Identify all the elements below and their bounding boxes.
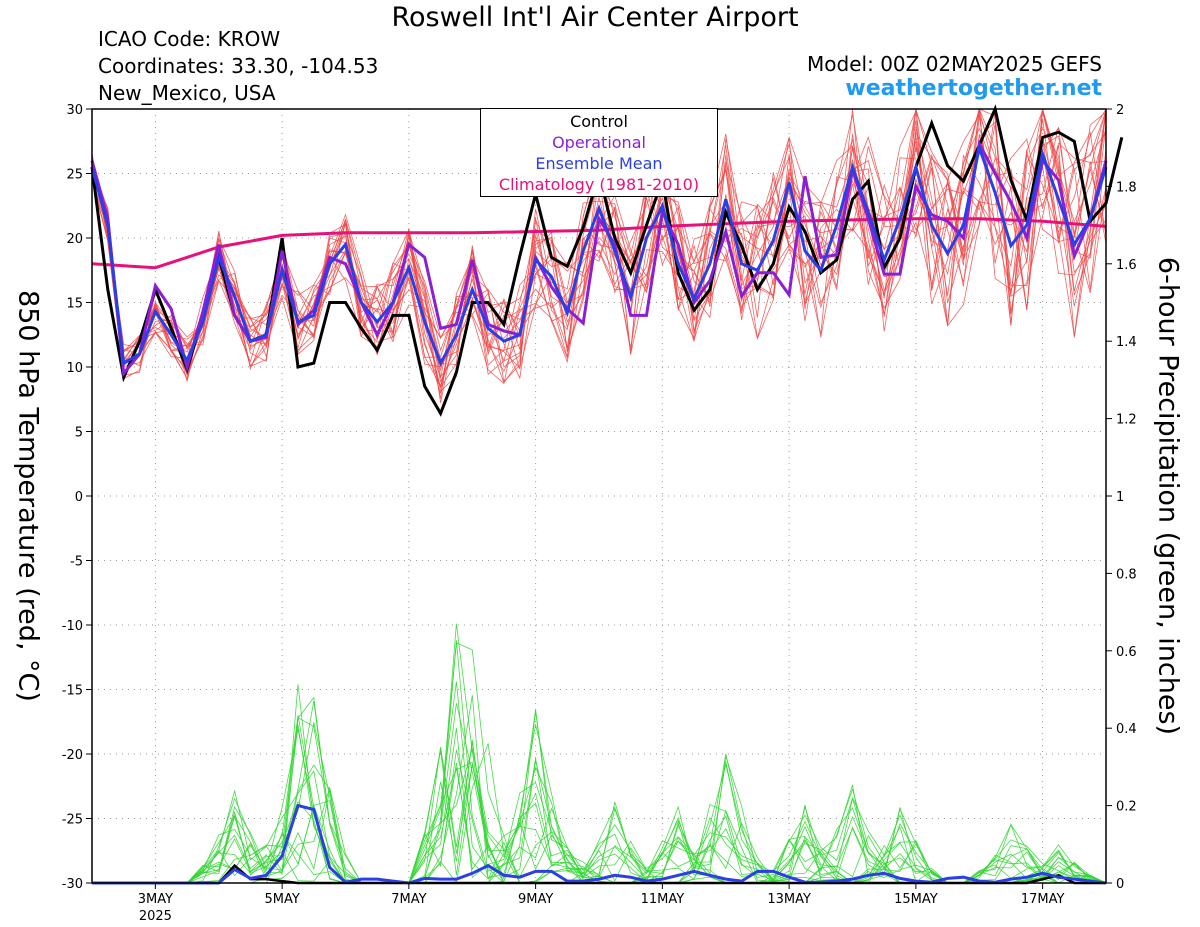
right-tick-label: 2 [1116, 103, 1124, 118]
mean-precip-line [92, 803, 1107, 885]
right-axis-label: 6-hour Precipitation (green, inches) [1152, 256, 1184, 736]
temperature-member-line [91, 108, 1107, 384]
temperature-member-line [91, 108, 1107, 385]
temperature-member-line [91, 108, 1107, 372]
precipitation-member-line [92, 681, 1107, 884]
temperature-member-line [91, 108, 1107, 375]
left-tick-label: -10 [62, 619, 83, 634]
left-tick-label: 25 [66, 168, 83, 183]
temperature-member-line [91, 109, 1107, 368]
axis-ticks: 302520151050-5-10-15-20-25-3021.81.61.41… [62, 103, 1137, 924]
right-tick-label: 0.6 [1116, 645, 1137, 660]
precipitation-member-line [92, 743, 1106, 884]
left-tick-label: -30 [62, 877, 83, 892]
right-tick-label: 1.8 [1116, 180, 1137, 195]
x-tick-label: 13MAY [767, 892, 811, 907]
x-tick-label: 9MAY [518, 892, 553, 907]
left-tick-label: 20 [66, 232, 83, 247]
region: New_Mexico, USA [98, 81, 276, 105]
mean-temp-line [90, 142, 1108, 367]
right-tick-label: 1 [1116, 490, 1124, 505]
precipitation-member-line [92, 742, 1106, 884]
site-link[interactable]: weathertogether.net [845, 76, 1102, 101]
legend-climatology: Climatology (1981-2010) [498, 175, 700, 194]
temperature-member-line [91, 108, 1107, 378]
operational-temp-line [90, 139, 1108, 378]
precipitation-member-line [92, 642, 1107, 884]
right-tick-label: 1.6 [1116, 258, 1137, 273]
icao-code: ICAO Code: KROW [98, 27, 281, 51]
left-tick-label: -15 [62, 684, 83, 699]
chart-title: Roswell Int'l Air Center Airport [391, 2, 799, 33]
right-tick-label: 0.2 [1116, 800, 1137, 815]
right-tick-label: 1.4 [1116, 335, 1137, 350]
left-tick-label: -25 [62, 813, 83, 828]
right-tick-label: 0.4 [1116, 722, 1137, 737]
x-tick-label: 15MAY [894, 892, 938, 907]
legend-control: Control [570, 112, 628, 131]
right-tick-label: 0 [1116, 877, 1124, 892]
precipitation-member-line [92, 701, 1107, 884]
x-tick-label: 3MAY [138, 892, 173, 907]
model-run: Model: 00Z 02MAY2025 GEFS [807, 52, 1102, 76]
right-tick-label: 1.2 [1116, 413, 1137, 428]
left-axis-label: 850 hPa Temperature (red, °C) [12, 290, 44, 702]
x-tick-sublabel: 2025 [139, 909, 172, 924]
x-tick-label: 7MAY [391, 892, 426, 907]
left-tick-label: -5 [70, 555, 83, 570]
precipitation-member-line [92, 740, 1107, 884]
precipitation-member-line [92, 640, 1107, 884]
left-tick-label: 5 [75, 426, 83, 441]
x-tick-label: 11MAY [641, 892, 685, 907]
x-tick-label: 17MAY [1021, 892, 1065, 907]
left-tick-label: 30 [66, 103, 83, 118]
climatology-line [91, 217, 1107, 270]
left-tick-label: 0 [75, 490, 83, 505]
legend: Control Operational Ensemble Mean Climat… [480, 108, 718, 197]
legend-operational: Operational [552, 133, 646, 152]
left-tick-label: -20 [62, 748, 83, 763]
left-tick-label: 15 [66, 297, 83, 312]
precipitation-member-line [92, 750, 1106, 884]
x-tick-label: 5MAY [264, 892, 299, 907]
temperature-member-line [91, 109, 1107, 373]
coordinates: Coordinates: 33.30, -104.53 [98, 54, 379, 78]
legend-ensemble-mean: Ensemble Mean [535, 154, 663, 173]
right-tick-label: 0.8 [1116, 567, 1137, 582]
temperature-member-line [91, 133, 1107, 377]
left-tick-label: 10 [66, 361, 83, 376]
precipitation-member-line [92, 747, 1107, 884]
